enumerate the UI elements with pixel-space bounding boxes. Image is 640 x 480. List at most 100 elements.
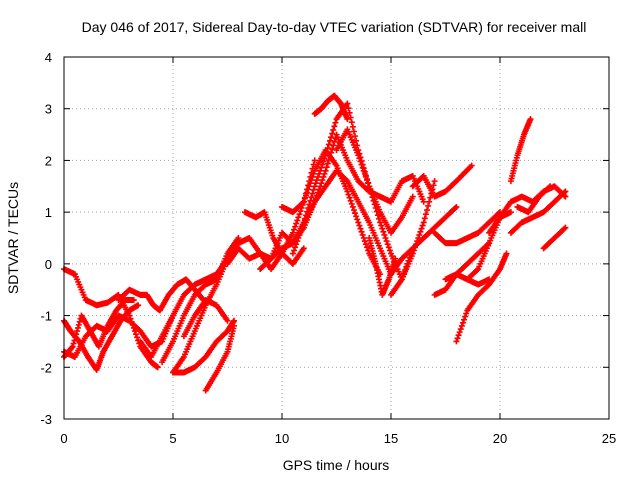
data-point	[296, 211, 303, 218]
data-point	[378, 222, 385, 229]
data-point	[307, 197, 314, 204]
data-series	[514, 183, 554, 216]
data-point	[547, 183, 554, 190]
data-point	[370, 197, 377, 204]
data-point	[297, 228, 304, 235]
data-point	[385, 244, 392, 251]
data-point	[313, 177, 320, 184]
data-point	[410, 247, 417, 254]
data-point	[345, 191, 352, 198]
data-point	[562, 224, 569, 231]
data-point	[459, 319, 466, 326]
data-point	[324, 145, 331, 152]
data-point	[379, 225, 386, 232]
data-point	[310, 186, 317, 193]
data-point	[330, 126, 337, 133]
y-tick-label: -3	[40, 412, 52, 427]
x-tick-label: 10	[275, 431, 289, 446]
data-series	[180, 297, 231, 340]
data-point	[374, 212, 381, 219]
data-point	[431, 178, 438, 185]
data-point	[354, 216, 361, 223]
data-point	[325, 141, 332, 148]
plot-frame	[63, 56, 610, 420]
data-point	[356, 155, 363, 162]
x-tick-label: 15	[384, 431, 398, 446]
data-point	[305, 205, 312, 212]
data-point	[154, 364, 161, 371]
data-point	[300, 198, 307, 205]
data-point	[324, 160, 331, 167]
data-point	[224, 317, 231, 324]
data-point	[295, 235, 302, 241]
data-point	[420, 219, 427, 226]
y-tick-label: 1	[45, 205, 52, 220]
data-point	[461, 316, 468, 323]
data-point	[350, 128, 357, 135]
data-point	[317, 167, 324, 174]
data-point	[131, 328, 138, 335]
data-point	[344, 188, 351, 195]
data-point	[314, 173, 321, 180]
data-point	[309, 190, 316, 197]
data-point	[411, 244, 418, 251]
data-series	[388, 178, 438, 298]
data-point	[422, 211, 429, 218]
data-point	[345, 105, 352, 112]
data-point	[316, 170, 323, 177]
data-point	[305, 186, 312, 193]
data-point	[454, 335, 461, 342]
y-tick-label: 0	[45, 257, 52, 272]
data-point	[415, 235, 422, 241]
data-point	[362, 173, 369, 180]
data-point	[373, 208, 380, 215]
data-point	[76, 318, 83, 325]
data-point	[463, 310, 470, 317]
data-point	[300, 245, 307, 252]
data-point	[430, 182, 437, 189]
data-point	[311, 198, 318, 205]
data-point	[309, 173, 316, 180]
data-series	[409, 162, 475, 200]
grid-lines	[64, 57, 609, 419]
data-series	[431, 240, 493, 298]
chart-title: Day 046 of 2017, Sidereal Day-to-day VTE…	[82, 19, 587, 35]
data-point	[316, 186, 323, 193]
data-point	[69, 343, 76, 350]
data-point	[296, 231, 303, 238]
data-point	[361, 170, 368, 177]
data-point	[562, 188, 569, 195]
data-point	[382, 235, 389, 241]
data-series	[170, 317, 238, 376]
data-point	[320, 158, 327, 165]
data-point	[322, 152, 329, 159]
data-point	[420, 198, 427, 205]
data-point	[358, 228, 365, 235]
data-point	[320, 173, 327, 180]
data-point	[344, 116, 351, 123]
data-point	[344, 100, 351, 107]
data-point	[418, 225, 425, 232]
data-point	[561, 189, 568, 196]
data-point	[425, 202, 432, 209]
data-point	[322, 167, 329, 174]
data-series	[540, 224, 569, 252]
data-point	[231, 317, 238, 324]
data-point	[293, 241, 300, 248]
data-point	[409, 250, 416, 257]
data-point	[132, 331, 139, 338]
y-axis-label: SDTVAR / TECUs	[5, 182, 21, 294]
data-point	[294, 238, 301, 245]
data-point	[317, 183, 324, 190]
data-point	[561, 225, 568, 232]
y-tick-label: -2	[40, 360, 52, 375]
data-point	[503, 250, 510, 257]
data-point	[355, 219, 362, 226]
data-point	[312, 195, 319, 202]
data-point	[359, 164, 366, 171]
data-point	[376, 215, 383, 222]
data-point	[331, 138, 338, 145]
x-tick-label: 5	[169, 431, 176, 446]
y-tick-label: 4	[45, 50, 52, 65]
data-point	[349, 123, 356, 130]
